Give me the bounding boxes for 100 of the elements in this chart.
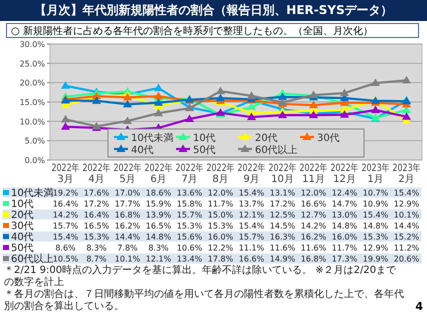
data-label: 19.2% [52, 188, 79, 198]
data-label: 16.2% [300, 232, 327, 242]
point [278, 92, 287, 100]
data-label: 15.7% [52, 222, 79, 230]
data-label: 11.2% [394, 244, 420, 252]
data-label: 15.4% [394, 188, 420, 198]
y-tick-label: 25.0% [20, 59, 46, 68]
data-label: 10.5% [52, 254, 79, 264]
data-label: 16.4% [52, 200, 79, 208]
data-label: 8.3% [148, 244, 170, 252]
point [61, 81, 70, 89]
point [278, 110, 287, 118]
data-label: 15.4% [238, 222, 265, 230]
legend-label: 40代 [131, 145, 154, 156]
data-label: 17.3% [332, 254, 358, 264]
point [402, 112, 411, 120]
data-label: 14.2% [52, 210, 79, 220]
point [154, 98, 163, 106]
data-label: 8.3% [86, 244, 108, 252]
text: 10代未満 [11, 188, 54, 199]
point [371, 106, 380, 114]
data-label: 16.0% [332, 232, 358, 242]
data-label: 11.7% [208, 200, 234, 208]
legend-label: 30代 [317, 133, 340, 144]
data-label: 13.7% [238, 200, 265, 208]
data-label: 14.9% [270, 254, 296, 264]
point [216, 94, 225, 102]
data-label: 18.6% [146, 188, 172, 198]
text: 40代 [11, 232, 34, 243]
data-label: 14.8% [362, 222, 389, 230]
point [340, 88, 349, 96]
data-label: 14.8% [146, 232, 172, 242]
data-label: 13.0% [332, 210, 358, 220]
point [123, 116, 132, 124]
data-label: 11.6% [270, 244, 296, 252]
text: 60代以上 [11, 254, 54, 265]
data-label: 15.9% [146, 200, 172, 208]
legend-label: 50代 [193, 145, 216, 156]
data-label: 16.8% [300, 254, 327, 264]
data-label: 12.1% [146, 254, 172, 264]
data-label: 15.3% [208, 222, 234, 230]
data-label: 15.4% [362, 210, 389, 220]
data-label: 20.6% [394, 254, 420, 264]
data-label: 14.4% [394, 222, 420, 230]
y-tick-label: 5.0% [24, 136, 46, 146]
data-label: 15.3% [176, 222, 203, 230]
data-label: 11.1% [238, 244, 265, 252]
point [247, 112, 256, 120]
legend-label: 10代未満 [131, 132, 174, 144]
data-label: 13.6% [176, 188, 203, 198]
point [61, 114, 70, 122]
point [92, 96, 101, 104]
legend-label: 10代 [193, 133, 216, 144]
data-label: 15.7% [176, 210, 203, 220]
point [247, 102, 256, 110]
data-label: 12.1% [238, 210, 265, 220]
point [154, 92, 163, 100]
data-label: 7.8% [117, 244, 138, 252]
point [340, 110, 349, 118]
data-label: 14.4% [114, 232, 141, 242]
chart-title: 【月次】年代別新規陽性者の割合（報告日別、HER-SYSデータ） [0, 0, 427, 21]
data-label: 13.9% [146, 210, 172, 220]
data-label: 10.1% [114, 254, 141, 264]
data-label: 10.1% [394, 210, 420, 220]
y-tick-label: 20.0% [20, 78, 46, 88]
data-label: 12.4% [332, 188, 358, 198]
data-label: 17.6% [84, 188, 110, 198]
data-label: 14.5% [270, 222, 296, 230]
data-label: 10.9% [362, 200, 389, 208]
data-label: 8.6% [55, 244, 76, 252]
text: 20代 [11, 210, 34, 221]
data-label: 15.0% [208, 210, 234, 220]
y-tick-label: 15.0% [20, 98, 46, 107]
point [371, 78, 380, 86]
text: 30代 [11, 221, 34, 232]
data-label: 15.8% [176, 200, 203, 208]
point [61, 122, 70, 130]
data-label: 16.6% [300, 200, 327, 208]
data-label: 12.0% [208, 188, 234, 198]
y-tick-label: 30.0% [20, 40, 46, 49]
point [123, 100, 132, 108]
data-label: 17.7% [114, 200, 141, 208]
data-label: 16.8% [114, 210, 141, 220]
data-label: 12.9% [394, 200, 420, 208]
data-label: 15.7% [238, 232, 265, 242]
x-tick-label: 2023年2月 [392, 162, 427, 185]
data-label: 15.4% [238, 188, 265, 198]
point [154, 108, 163, 116]
point [185, 114, 194, 122]
data-label: 15.3% [362, 232, 389, 242]
text: ＊各月の割合は、７日間移動平均の値を用いて各月の陽性者数を累積化した上で、各年代別の割合を算出している。 [4, 289, 404, 313]
data-label: 16.3% [270, 232, 296, 242]
data-label: 12.9% [362, 244, 389, 252]
y-tick-label: 10.0% [20, 117, 46, 126]
legend-label: 60代以上 [255, 144, 298, 156]
data-label: 8.7% [86, 254, 108, 264]
text: 10代 [11, 199, 34, 210]
data-label: 14.2% [300, 222, 327, 230]
data-label: 16.0% [208, 232, 234, 242]
data-label: 15.2% [394, 232, 420, 242]
